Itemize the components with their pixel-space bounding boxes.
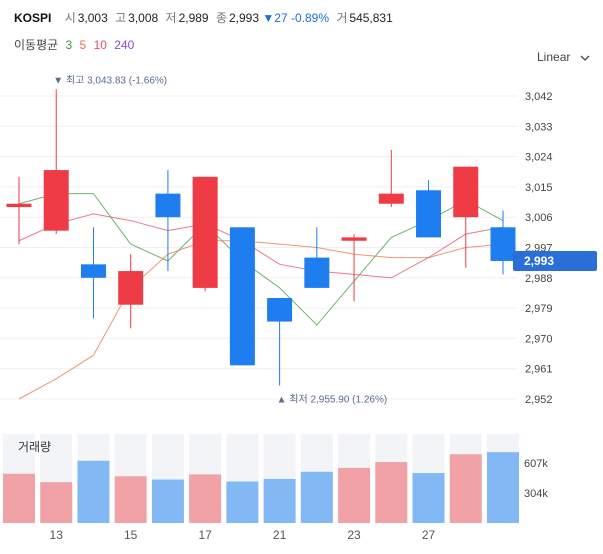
high-price-annotation: ▼ 최고 3,043.83 (-1.66%): [53, 74, 167, 86]
candle-body: [378, 193, 404, 204]
date-tick-label: 15: [124, 528, 138, 542]
price-tick-label: 2,970: [525, 333, 553, 345]
volume-bar: [263, 478, 296, 523]
date-tick-label: 27: [422, 528, 436, 542]
symbol-name: KOSPI: [14, 11, 52, 25]
date-tick-label: 13: [50, 528, 64, 542]
volume-bar: [449, 454, 482, 523]
volume-panel: [3, 434, 519, 523]
moving-average-line-10: [18, 213, 504, 279]
chevron-down-icon: [580, 55, 590, 61]
volume-bar: [338, 467, 371, 523]
low-label: 저: [165, 11, 177, 25]
price-tick-label: 2,961: [525, 364, 553, 376]
current-price-value: 2,993: [524, 254, 554, 268]
price-tick-label: 3,015: [525, 182, 553, 194]
volume-bar: [40, 482, 73, 523]
high-label: 고: [115, 11, 127, 25]
price-tick-label: 3,042: [525, 91, 553, 103]
moving-average-legend[interactable]: 이동평균 3 5 10 240: [14, 36, 138, 53]
scale-label: Linear: [537, 50, 571, 64]
date-tick-label: 23: [347, 528, 361, 542]
ma-period-3[interactable]: 3: [65, 38, 73, 52]
volume-bar: [486, 452, 519, 523]
candle-body: [341, 237, 367, 241]
candles: [6, 89, 516, 386]
quote-header: KOSPI 시 3,003 고 3,008 저 2,989 종 2,993 ▼27 -0…: [14, 9, 393, 26]
volume-value: 545,831: [349, 11, 393, 25]
volume-bar: [226, 481, 259, 523]
high-value: 3,008: [128, 11, 159, 25]
price-tick-label: 2,988: [525, 273, 553, 285]
volume-bar: [151, 479, 184, 523]
volume-bar: [300, 471, 333, 523]
current-price-tag: [513, 250, 597, 271]
price-tick-label: 3,006: [525, 212, 553, 224]
candle-body: [118, 271, 144, 305]
candle-body: [267, 298, 293, 322]
candle-body: [229, 227, 255, 366]
scale-dropdown[interactable]: Linear: [537, 50, 590, 64]
price-tick-label: 3,033: [525, 121, 553, 133]
candle-body: [155, 193, 181, 218]
annotations: ▼ 최고 3,043.83 (-1.66%) ▲ 최저 2,955.90 (1.2…: [53, 74, 597, 406]
candle-body: [416, 190, 442, 238]
volume-label: 거: [336, 11, 348, 25]
close-label: 종: [215, 11, 227, 25]
price-grid: [0, 95, 517, 400]
open-value: 3,003: [77, 11, 108, 25]
volume-bar: [114, 476, 147, 523]
price-tick-label: 3,024: [525, 152, 553, 164]
ma-period-10[interactable]: 10: [93, 38, 107, 52]
change-value: 27: [274, 11, 288, 25]
volume-bar: [3, 473, 35, 523]
close-value: 2,993: [229, 11, 260, 25]
moving-average-label: 이동평균: [14, 38, 59, 52]
candle-body: [43, 170, 69, 231]
moving-average-line-5: [18, 240, 504, 400]
volume-bar: [412, 473, 445, 523]
change-percent: -0.89%: [290, 11, 329, 25]
volume-tick-304k: 304k: [524, 488, 548, 500]
date-axis: 13 15 17 21 23 27: [50, 528, 436, 542]
ma-period-5[interactable]: 5: [79, 38, 87, 52]
price-axis: 3,0423,0333,0243,0153,0062,9972,9882,979…: [525, 91, 553, 406]
volume-panel-label: 거래량: [18, 440, 51, 454]
price-tick-label: 2,952: [525, 394, 553, 406]
volume-tick-607k: 607k: [524, 458, 548, 470]
open-label: 시: [64, 11, 76, 25]
volume-bar: [189, 474, 222, 523]
low-price-annotation: ▲ 최저 2,955.90 (1.26%): [277, 394, 388, 406]
date-tick-label: 17: [198, 528, 212, 542]
price-tick-label: 2,979: [525, 303, 553, 315]
volume-bar: [77, 460, 110, 523]
candle-body: [453, 166, 479, 218]
candle-body: [490, 227, 516, 261]
candle-body: [80, 264, 106, 278]
date-tick-label: 21: [273, 528, 287, 542]
change-arrow-icon: ▼: [262, 11, 275, 25]
candle-body: [304, 257, 330, 288]
volume-bar: [375, 462, 408, 523]
low-value: 2,989: [178, 11, 209, 25]
ma-period-240[interactable]: 240: [114, 38, 135, 52]
candle-body: [6, 203, 32, 208]
candle-body: [192, 176, 218, 288]
